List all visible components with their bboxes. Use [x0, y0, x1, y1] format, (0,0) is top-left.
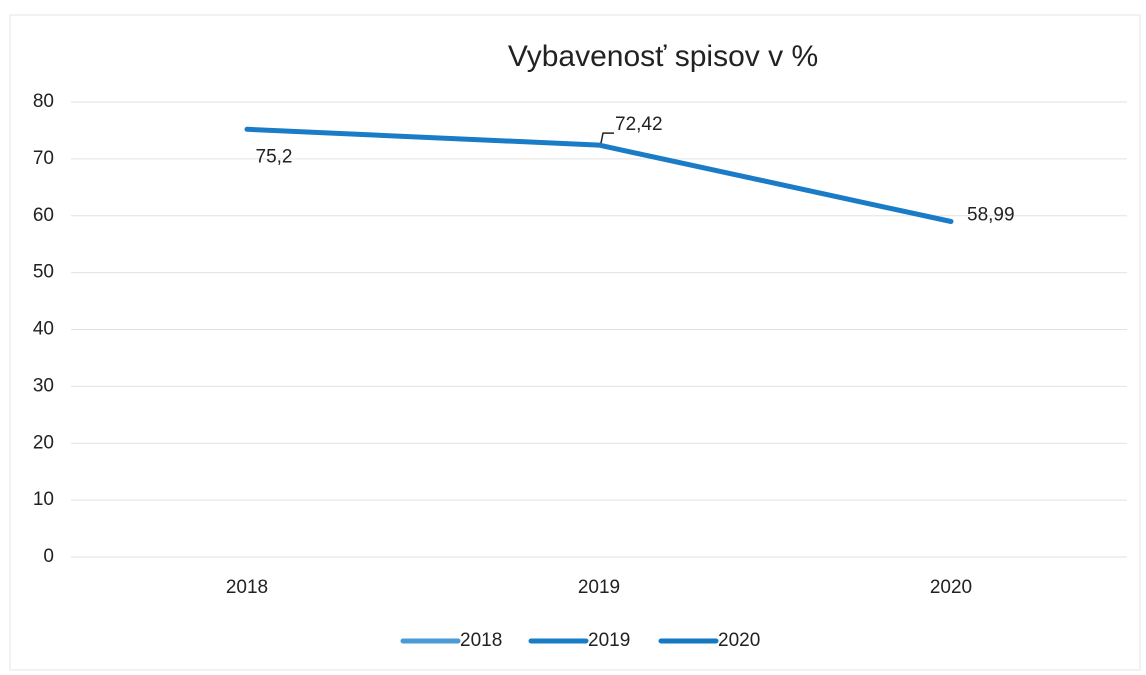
y-tick-label: 30	[33, 375, 54, 396]
y-tick-label: 20	[33, 432, 54, 453]
legend-label: 2019	[588, 630, 630, 651]
y-tick-label: 10	[33, 489, 54, 510]
data-label: 75,2	[256, 146, 293, 167]
chart-frame	[9, 14, 1141, 671]
line-series	[244, 126, 954, 224]
x-tick-label: 2020	[930, 577, 972, 598]
data-label: 72,42	[615, 114, 663, 135]
y-tick-label: 70	[33, 148, 54, 169]
chart-title: Vybavenosť spisov v %	[508, 40, 818, 73]
y-tick-label: 60	[33, 205, 54, 226]
legend-label: 2020	[718, 630, 760, 651]
legend-label: 2018	[460, 630, 502, 651]
y-tick-label: 40	[33, 319, 54, 340]
x-tick-label: 2018	[226, 577, 268, 598]
leader-line	[600, 132, 614, 144]
data-label: 58,99	[967, 205, 1015, 226]
x-tick-label: 2019	[578, 577, 620, 598]
y-tick-label: 0	[43, 546, 54, 567]
y-tick-label: 80	[33, 91, 54, 112]
y-tick-label: 50	[33, 262, 54, 283]
